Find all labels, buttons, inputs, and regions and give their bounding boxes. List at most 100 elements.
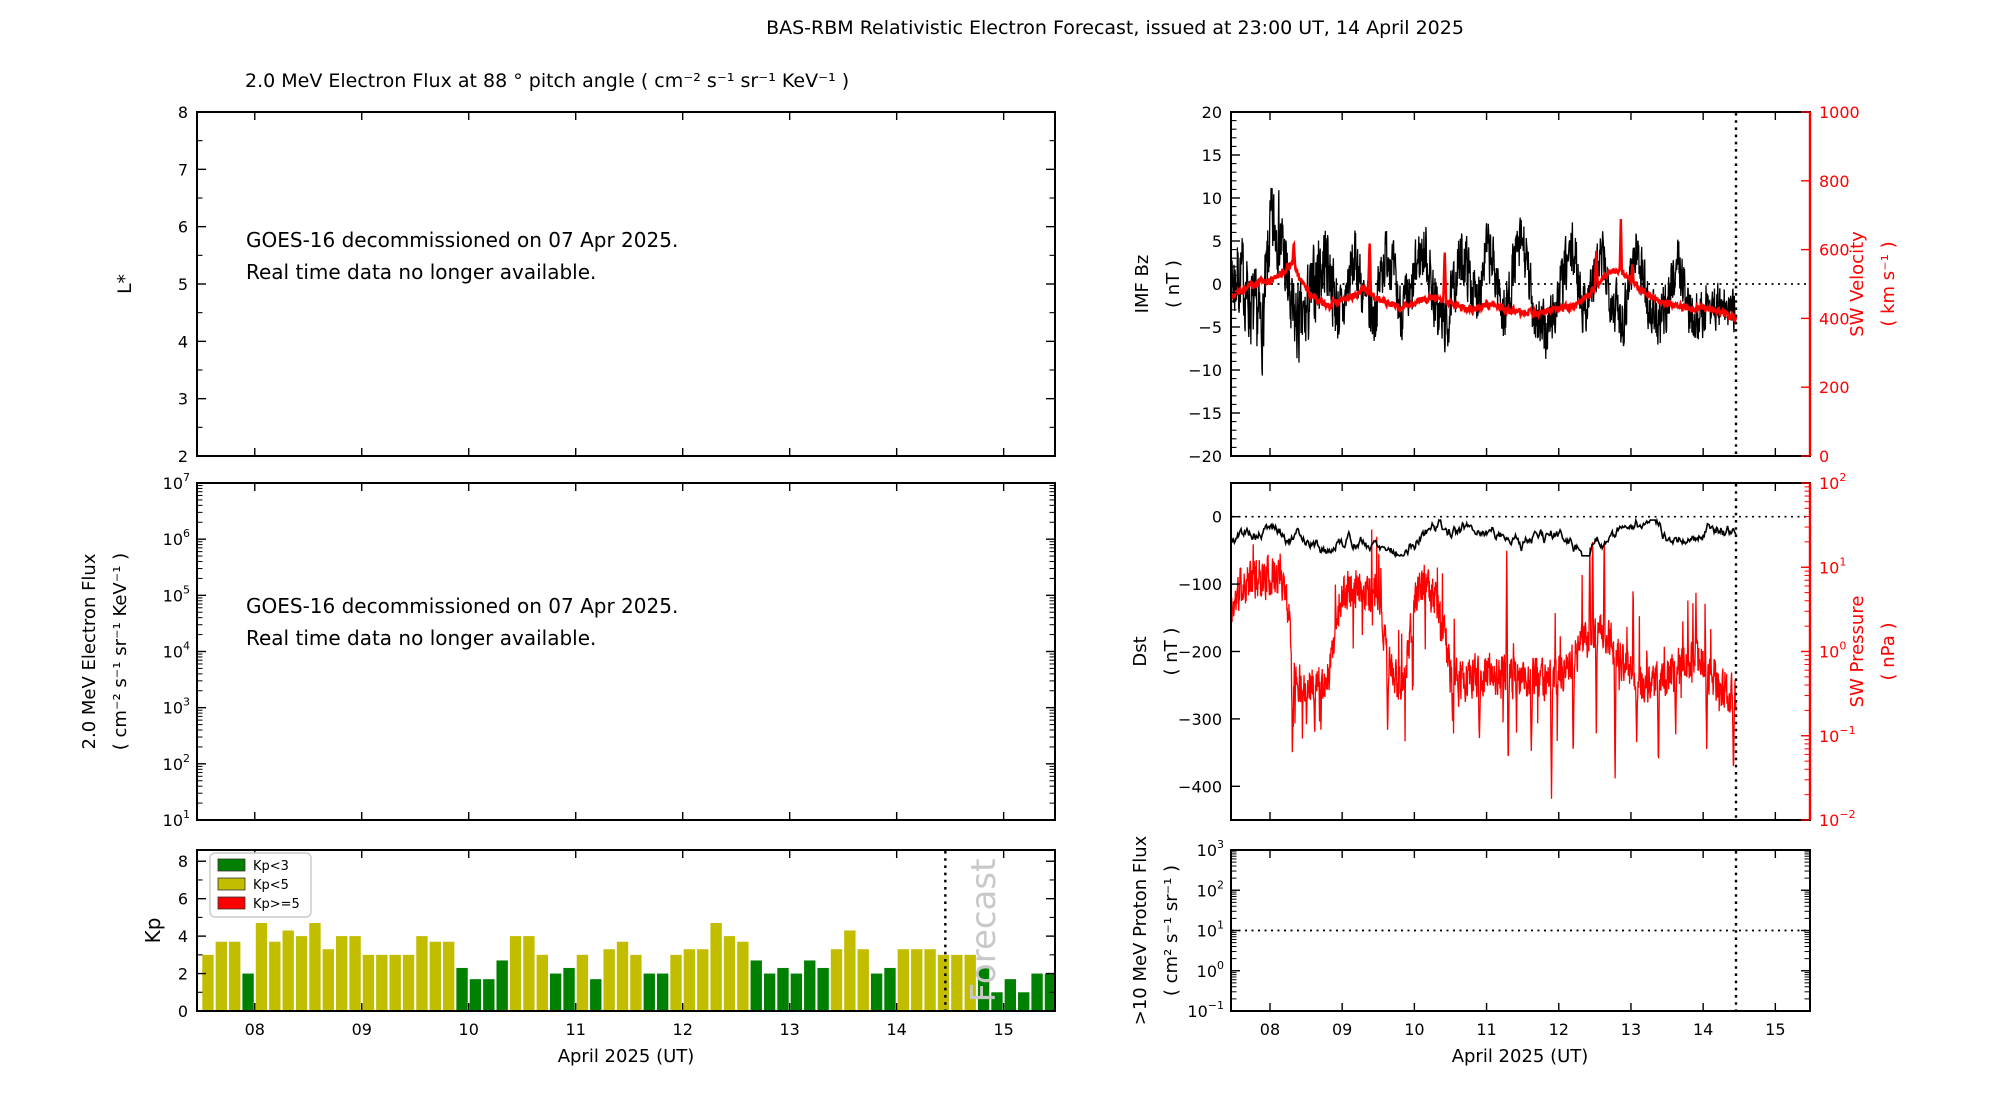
x-tick-label: 12 xyxy=(1549,1020,1569,1039)
kp-bar xyxy=(630,954,642,1010)
y-tick-label: 10 xyxy=(1202,189,1222,208)
kp-bar xyxy=(737,941,749,1010)
kp-bar xyxy=(924,949,936,1010)
kp-bar xyxy=(830,949,843,1010)
y-tick-label: 2 xyxy=(178,447,188,466)
kp-bar xyxy=(1044,973,1054,1010)
y-tick-label: 5 xyxy=(1212,232,1222,251)
y-tick-label: 10−1 xyxy=(1819,724,1856,746)
y-axis-label: SW Pressure xyxy=(1847,596,1868,708)
y-tick-label: 101 xyxy=(1819,555,1846,577)
y-tick-label: 100 xyxy=(1819,640,1846,662)
y-axis-label: ( nPa ) xyxy=(1878,623,1899,681)
y-tick-label: 3 xyxy=(178,390,188,409)
y-tick-label: −15 xyxy=(1188,404,1222,423)
x-tick-label: 13 xyxy=(1621,1020,1641,1039)
kp-bar xyxy=(670,954,682,1010)
panel-electron-flux: 107 106 105 104 103 102 101 2.0 MeV Electron Fl… xyxy=(79,471,1056,830)
y-tick-label: −10 xyxy=(1188,361,1222,380)
y-tick-label: 10−2 xyxy=(1819,808,1856,830)
y-tick-label: 10−1 xyxy=(1187,999,1224,1021)
kp-bar xyxy=(683,949,696,1010)
kp-bar xyxy=(937,954,950,1010)
kp-bar xyxy=(469,979,482,1010)
y-tick-label: 107 xyxy=(163,471,190,493)
panel-proton-flux: 08 09 10 11 12 13 14 15 103 102 101 100 10−1 >10 MeV … xyxy=(1130,835,1811,1039)
x-tick-label: 11 xyxy=(566,1020,586,1039)
kp-bar xyxy=(790,973,803,1010)
kp-bar xyxy=(844,930,856,1010)
y-axis-label: 2.0 MeV Electron Flux xyxy=(79,553,100,749)
kp-bar xyxy=(523,936,535,1010)
y-tick-label: 106 xyxy=(163,527,190,549)
kp-bar xyxy=(496,960,508,1010)
y-axis-label: ( cm² s⁻¹ sr⁻¹ ) xyxy=(1161,865,1182,996)
y-tick-label: 7 xyxy=(178,160,188,179)
x-tick-label: 12 xyxy=(673,1020,693,1039)
y-tick-label: 5 xyxy=(178,275,188,294)
sw-pressure-line xyxy=(1230,529,1737,799)
x-tick-label: 13 xyxy=(780,1020,800,1039)
y-tick-label: 0 xyxy=(1212,508,1222,527)
kp-bar xyxy=(991,992,1003,1010)
y-axis-label: Kp xyxy=(141,918,165,944)
kp-bar xyxy=(710,923,722,1010)
y-tick-label: 102 xyxy=(163,752,190,774)
y-tick-label: 0 xyxy=(1212,275,1222,294)
x-axis-label-right: April 2025 (UT) xyxy=(1451,1046,1589,1067)
x-tick-label: 10 xyxy=(1404,1020,1424,1039)
kp-bar xyxy=(951,954,963,1010)
kp-bar xyxy=(563,967,575,1010)
kp-bar xyxy=(456,967,468,1010)
x-tick-label: 09 xyxy=(1332,1020,1352,1039)
kp-bar xyxy=(376,954,388,1010)
legend-label: Kp>=5 xyxy=(253,897,300,912)
kp-bar xyxy=(763,973,776,1010)
y-tick-label: 0 xyxy=(1819,447,1829,466)
kp-bar xyxy=(723,936,736,1010)
legend-swatch-olive xyxy=(217,877,246,891)
y-axis-label: >10 MeV Proton Flux xyxy=(1130,835,1151,1025)
kp-bar xyxy=(349,936,361,1010)
flux-decommission-note: GOES-16 decommissioned on 07 Apr 2025. Re… xyxy=(246,594,679,650)
y-tick-label: 8 xyxy=(178,103,188,122)
kp-bar xyxy=(549,973,562,1010)
lstar-decommission-note: GOES-16 decommissioned on 07 Apr 2025. Re… xyxy=(246,228,679,284)
kp-bar xyxy=(911,949,923,1010)
y-tick-label: −400 xyxy=(1178,777,1222,796)
kp-bar xyxy=(269,941,281,1010)
kp-bar xyxy=(1018,992,1030,1010)
y-axis-label: Dst xyxy=(1130,636,1151,666)
kp-bar xyxy=(483,979,495,1010)
y-tick-label: 800 xyxy=(1819,172,1850,191)
panel-lstar: 8 7 6 5 4 3 2 L* xyxy=(114,103,1056,466)
y-tick-label: 103 xyxy=(1197,838,1224,860)
kp-bar xyxy=(897,949,910,1010)
kp-bar xyxy=(1004,979,1017,1010)
y-tick-label: 6 xyxy=(178,890,188,909)
y-axis-label: ( nT ) xyxy=(1161,628,1182,676)
y-tick-label: −20 xyxy=(1188,447,1222,466)
kp-bar xyxy=(656,973,669,1010)
forecast-watermark: Forecast xyxy=(964,859,1004,1003)
y-tick-label: 103 xyxy=(163,696,190,718)
x-tick-label: 11 xyxy=(1476,1020,1496,1039)
y-tick-label: 105 xyxy=(163,583,190,605)
y-axis-label: IMF Bz xyxy=(1132,255,1153,314)
kp-bar xyxy=(643,973,655,1010)
y-tick-label: 102 xyxy=(1197,878,1224,900)
legend-label: Kp<5 xyxy=(253,878,289,893)
electron-flux-panel-title: 2.0 MeV Electron Flux at 88 ° pitch angl… xyxy=(245,70,850,92)
kp-bar xyxy=(576,954,589,1010)
kp-bar xyxy=(202,954,214,1010)
y-tick-label: 15 xyxy=(1202,146,1222,165)
y-tick-label: 200 xyxy=(1819,378,1850,397)
legend-swatch-red xyxy=(217,896,246,910)
kp-bar xyxy=(964,954,976,1010)
dst-line xyxy=(1230,517,1737,559)
kp-bar xyxy=(255,923,268,1010)
kp-bar xyxy=(242,973,254,1010)
y-tick-label: −100 xyxy=(1178,575,1222,594)
